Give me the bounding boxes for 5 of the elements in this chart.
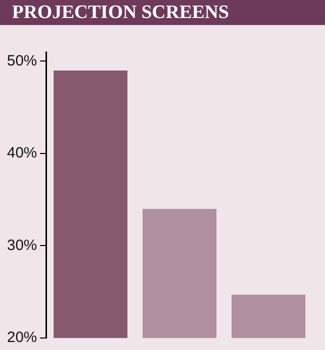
y-tick-label: 40% — [6, 144, 38, 162]
y-tick-label: 50% — [6, 52, 38, 70]
chart-title: PROJECTION SCREENS — [0, 0, 325, 25]
y-tick-label: 30% — [6, 236, 38, 254]
y-tick-label: 20% — [6, 329, 38, 346]
